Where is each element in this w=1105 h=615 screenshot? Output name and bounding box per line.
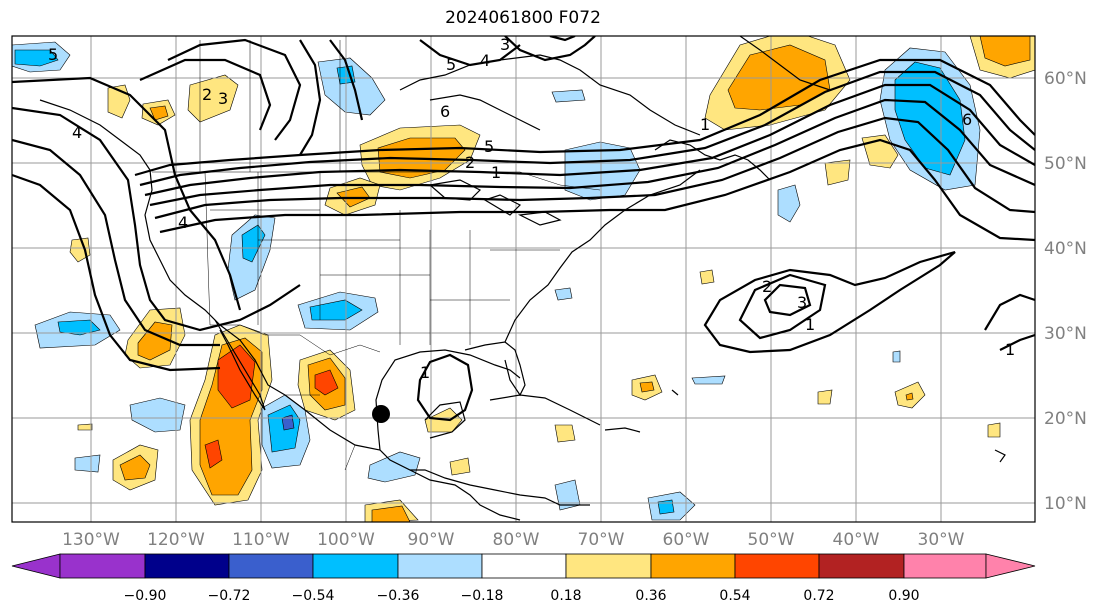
contour-label: 1 [805, 315, 815, 334]
map-title: 2024061800 F072 [445, 8, 601, 28]
colorbar-segment [565, 553, 652, 579]
contour-label: 3 [218, 89, 228, 108]
contour-lines [12, 36, 1035, 422]
colorbar-segment [985, 553, 1036, 579]
contour-label: 1 [420, 363, 430, 382]
colorbar-tick-labels: −0.90 −0.72 −0.54 −0.36 −0.18 0.18 0.36 … [124, 588, 920, 604]
lon-label: 120°W [147, 530, 205, 550]
lat-label: 30°N [1044, 324, 1087, 344]
lon-label: 90°W [408, 530, 455, 550]
contour-labels: 5 2 3 4 6 5 2 1 3 4 1 2 3 1 6 1 1 4 5 [48, 35, 1015, 382]
shaded-anomaly-fields [12, 36, 1035, 522]
colorbar-segment [650, 553, 736, 579]
lon-label: 100°W [317, 530, 375, 550]
colorbar-segment [59, 553, 146, 579]
contour-label: 2 [465, 153, 475, 172]
colorbar-tick: 0.72 [803, 588, 834, 604]
colorbar [11, 553, 1036, 579]
lon-label: 40°W [833, 530, 880, 550]
lat-label: 20°N [1044, 409, 1087, 429]
map-border [11, 35, 1036, 523]
contour-label: 4 [480, 51, 490, 70]
colorbar-tick: −0.72 [208, 588, 251, 604]
colorbar-tick: 0.90 [888, 588, 919, 604]
contour-label: 5 [484, 137, 494, 156]
contour-label: 1 [1005, 340, 1015, 359]
colorbar-tick: −0.18 [461, 588, 504, 604]
colorbar-tick: 0.54 [719, 588, 750, 604]
lon-label: 80°W [493, 530, 540, 550]
colorbar-tick: 0.18 [550, 588, 581, 604]
lon-label: 130°W [62, 530, 120, 550]
colorbar-segment [397, 553, 483, 579]
colorbar-tick: −0.36 [377, 588, 420, 604]
colorbar-segment [734, 553, 820, 579]
colorbar-tick: −0.54 [292, 588, 335, 604]
colorbar-tick: −0.90 [124, 588, 167, 604]
contour-label: 5 [48, 45, 58, 64]
colorbar-segment [228, 553, 314, 579]
lon-label: 60°W [663, 530, 710, 550]
contour-label: 3 [797, 293, 807, 312]
storm-center-marker [372, 405, 390, 423]
contour-label: 1 [491, 163, 501, 182]
colorbar-segment [903, 553, 987, 579]
contour-label: 1 [700, 115, 710, 134]
political-borders [152, 40, 601, 471]
contour-label: 6 [440, 102, 450, 121]
longitude-labels: 130°W 120°W 110°W 100°W 90°W 80°W 70°W 6… [62, 530, 965, 550]
colorbar-tick: 0.36 [635, 588, 666, 604]
lat-label: 60°N [1044, 69, 1087, 89]
colorbar-segment [11, 553, 61, 579]
colorbar-segment [818, 553, 905, 579]
lat-label: 50°N [1044, 154, 1087, 174]
contour-label: 4 [178, 213, 188, 232]
contour-label: 6 [962, 110, 972, 129]
colorbar-segment [312, 553, 399, 579]
lat-label: 10°N [1044, 494, 1087, 514]
lon-label: 70°W [578, 530, 625, 550]
colorbar-segment [144, 553, 230, 579]
lat-label: 40°N [1044, 239, 1087, 259]
latitude-labels: 60°N 50°N 40°N 30°N 20°N 10°N [1044, 69, 1087, 514]
colorbar-segment [481, 553, 567, 579]
lon-label: 50°W [748, 530, 795, 550]
lon-label: 110°W [232, 530, 290, 550]
contour-label: 4 [72, 123, 82, 142]
contour-label: 2 [762, 277, 772, 296]
lon-label: 30°W [918, 530, 965, 550]
contour-label: 2 [202, 85, 212, 104]
contour-label: 5 [446, 55, 456, 74]
map-background [12, 36, 1035, 522]
contour-label: 3 [500, 35, 510, 54]
coastlines [39, 36, 1006, 521]
